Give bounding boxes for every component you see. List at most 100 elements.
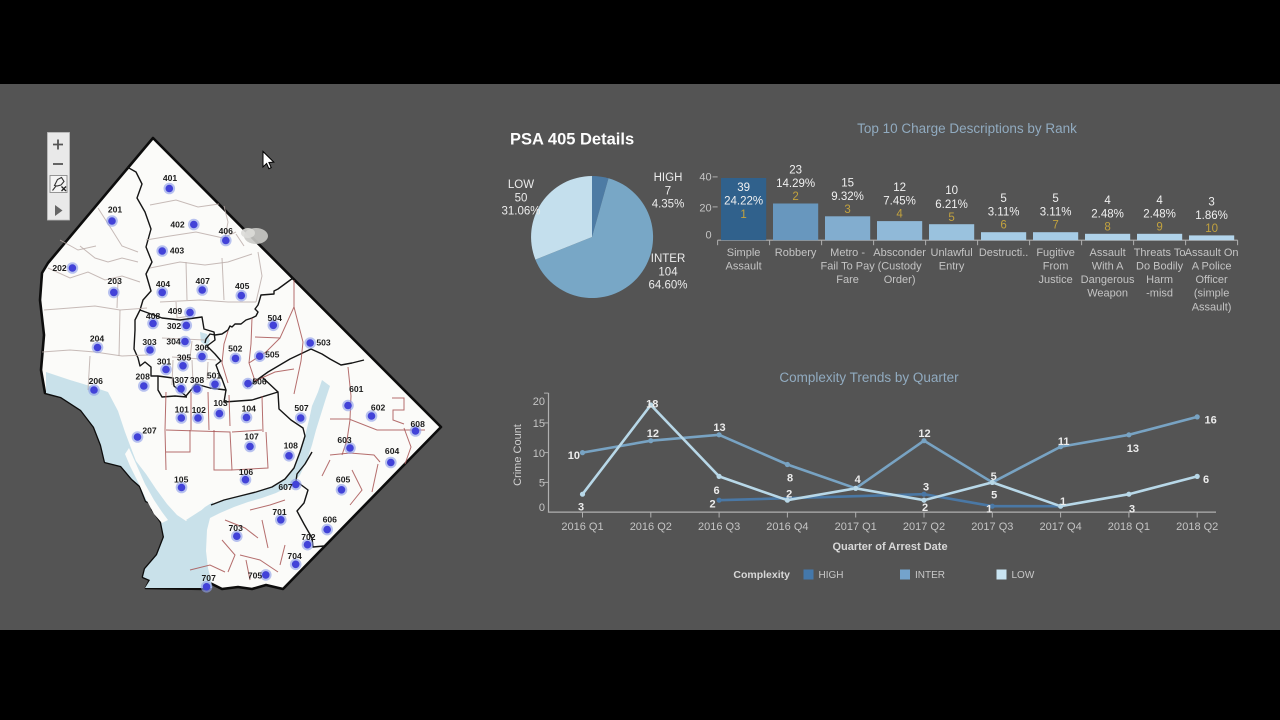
svg-text:204: 204 xyxy=(90,334,105,344)
svg-text:INTER: INTER xyxy=(915,570,945,581)
svg-text:2.48%: 2.48% xyxy=(1091,208,1124,220)
svg-text:302: 302 xyxy=(167,321,182,331)
svg-text:401: 401 xyxy=(163,173,178,183)
svg-text:7: 7 xyxy=(1052,220,1058,232)
svg-text:6: 6 xyxy=(714,485,720,497)
svg-text:23: 23 xyxy=(789,165,802,177)
svg-text:3: 3 xyxy=(1208,196,1214,208)
svg-text:With A: With A xyxy=(1092,261,1124,273)
svg-text:13: 13 xyxy=(713,422,725,434)
svg-text:8: 8 xyxy=(1104,221,1110,233)
svg-text:Unlawful: Unlawful xyxy=(931,247,973,259)
svg-text:Crime Count: Crime Count xyxy=(512,424,524,486)
svg-text:507: 507 xyxy=(294,403,309,413)
svg-text:A Police: A Police xyxy=(1192,261,1232,273)
svg-text:103: 103 xyxy=(213,398,228,408)
svg-text:13: 13 xyxy=(1127,443,1139,455)
svg-text:7.45%: 7.45% xyxy=(883,196,916,208)
svg-text:202: 202 xyxy=(52,263,67,273)
svg-text:-misd: -misd xyxy=(1146,288,1173,300)
svg-text:606: 606 xyxy=(323,514,338,524)
svg-text:604: 604 xyxy=(385,446,400,456)
svg-text:Simple: Simple xyxy=(727,247,761,259)
svg-text:104: 104 xyxy=(242,403,257,413)
svg-text:703: 703 xyxy=(229,523,244,533)
svg-text:504: 504 xyxy=(268,313,283,323)
svg-text:2018 Q1: 2018 Q1 xyxy=(1108,521,1150,533)
svg-text:40: 40 xyxy=(699,172,711,184)
svg-text:Assault: Assault xyxy=(1090,247,1126,259)
svg-text:3: 3 xyxy=(1129,504,1135,516)
svg-text:3: 3 xyxy=(578,502,584,514)
svg-text:Justice: Justice xyxy=(1038,274,1072,286)
svg-text:10: 10 xyxy=(1205,223,1218,235)
svg-text:303: 303 xyxy=(142,337,157,347)
svg-text:506: 506 xyxy=(252,377,267,387)
svg-text:409: 409 xyxy=(168,306,183,316)
svg-text:PSA 405 Details: PSA 405 Details xyxy=(510,131,634,149)
svg-text:705: 705 xyxy=(248,571,263,581)
svg-text:HIGH: HIGH xyxy=(654,172,683,184)
svg-text:4: 4 xyxy=(1104,195,1111,207)
svg-text:2016 Q1: 2016 Q1 xyxy=(561,521,603,533)
svg-text:Fare: Fare xyxy=(836,274,859,286)
svg-text:407: 407 xyxy=(196,276,211,286)
svg-text:602: 602 xyxy=(371,403,386,413)
svg-text:2017 Q3: 2017 Q3 xyxy=(971,521,1013,533)
svg-text:14.29%: 14.29% xyxy=(776,178,815,190)
svg-text:601: 601 xyxy=(349,384,364,394)
svg-text:(simple: (simple xyxy=(1194,288,1229,300)
svg-text:304: 304 xyxy=(166,337,181,347)
svg-text:Assault On: Assault On xyxy=(1185,247,1239,259)
svg-text:1.86%: 1.86% xyxy=(1195,210,1228,222)
svg-text:50: 50 xyxy=(515,192,528,204)
svg-text:6: 6 xyxy=(1203,474,1209,486)
svg-text:608: 608 xyxy=(411,419,426,429)
svg-text:Fail To Pay: Fail To Pay xyxy=(820,261,875,273)
svg-text:502: 502 xyxy=(228,344,243,354)
svg-text:702: 702 xyxy=(301,532,316,542)
svg-text:Entry: Entry xyxy=(939,261,965,273)
svg-text:12: 12 xyxy=(918,428,930,440)
svg-text:3: 3 xyxy=(923,481,929,493)
svg-text:10: 10 xyxy=(533,448,545,460)
svg-text:LOW: LOW xyxy=(1012,570,1035,581)
svg-text:3.11%: 3.11% xyxy=(988,207,1020,219)
svg-text:18: 18 xyxy=(646,399,658,411)
svg-text:Dangerous: Dangerous xyxy=(1081,274,1135,286)
svg-text:15: 15 xyxy=(841,177,854,189)
svg-text:3.11%: 3.11% xyxy=(1040,207,1072,219)
svg-text:INTER: INTER xyxy=(651,253,686,265)
svg-text:207: 207 xyxy=(142,426,157,436)
svg-text:HIGH: HIGH xyxy=(819,570,844,581)
svg-text:4: 4 xyxy=(896,209,903,221)
svg-text:0: 0 xyxy=(539,502,545,514)
svg-text:405: 405 xyxy=(235,281,250,291)
svg-text:12: 12 xyxy=(893,182,906,194)
svg-text:4: 4 xyxy=(855,474,862,486)
svg-text:Absconder: Absconder xyxy=(873,247,926,259)
svg-text:16: 16 xyxy=(1205,415,1217,427)
svg-text:Complexity Trends by Quarter: Complexity Trends by Quarter xyxy=(779,370,959,385)
svg-text:2: 2 xyxy=(922,502,928,514)
svg-text:5: 5 xyxy=(991,471,997,483)
svg-text:Assault: Assault xyxy=(726,261,762,273)
svg-text:308: 308 xyxy=(190,375,205,385)
svg-text:208: 208 xyxy=(136,372,151,382)
svg-text:206: 206 xyxy=(89,376,104,386)
svg-text:Harm: Harm xyxy=(1146,274,1173,286)
svg-text:2017 Q1: 2017 Q1 xyxy=(835,521,877,533)
svg-text:10: 10 xyxy=(568,450,580,462)
svg-text:2.48%: 2.48% xyxy=(1143,208,1176,220)
svg-text:11: 11 xyxy=(1058,436,1070,448)
svg-text:6.21%: 6.21% xyxy=(935,199,968,211)
svg-text:1: 1 xyxy=(740,209,746,221)
svg-text:Fugitive: Fugitive xyxy=(1036,247,1075,259)
svg-text:Robbery: Robbery xyxy=(775,247,817,259)
svg-text:1: 1 xyxy=(986,504,992,516)
svg-text:9.32%: 9.32% xyxy=(831,191,864,203)
svg-text:203: 203 xyxy=(108,276,123,286)
svg-text:Destructi..: Destructi.. xyxy=(979,247,1029,259)
svg-text:Metro -: Metro - xyxy=(830,247,865,259)
svg-text:9: 9 xyxy=(1156,221,1162,233)
